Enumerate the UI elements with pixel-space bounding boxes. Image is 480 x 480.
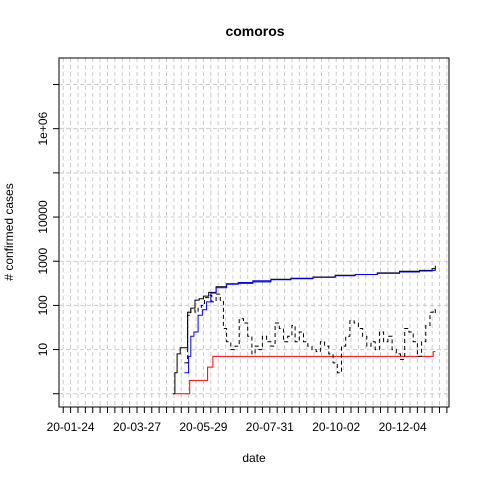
series-line-4 <box>184 293 436 374</box>
x-tick-label: 20-03-27 <box>113 420 161 434</box>
x-tick-label: 20-05-29 <box>179 420 227 434</box>
series-line-1 <box>172 265 436 395</box>
series-line-3 <box>174 351 436 395</box>
x-tick-label: 20-01-24 <box>47 420 95 434</box>
series-line-2 <box>184 268 436 374</box>
gridlines <box>59 58 449 407</box>
plot-frame <box>58 57 450 408</box>
y-tick-label: 100 <box>36 295 50 315</box>
y-axis: 10 100 1000 10000 1e+06 <box>36 84 59 395</box>
y-tick-label: 1000 <box>36 248 50 275</box>
x-tick-label: 20-07-31 <box>246 420 294 434</box>
y-tick-label: 10000 <box>36 200 50 234</box>
x-axis-title: date <box>242 451 266 465</box>
y-tick-label: 10 <box>36 343 50 357</box>
x-axis: 20-01-24 20-03-27 20-05-29 20-07-31 20-10-02… <box>47 407 448 434</box>
y-tick-label: 1e+06 <box>36 112 50 146</box>
x-tick-label: 20-12-04 <box>379 420 427 434</box>
series-group <box>172 265 436 395</box>
x-tick-label: 20-10-02 <box>312 420 360 434</box>
chart-title: comoros <box>225 23 284 39</box>
y-axis-title: # confirmed cases <box>2 183 16 280</box>
